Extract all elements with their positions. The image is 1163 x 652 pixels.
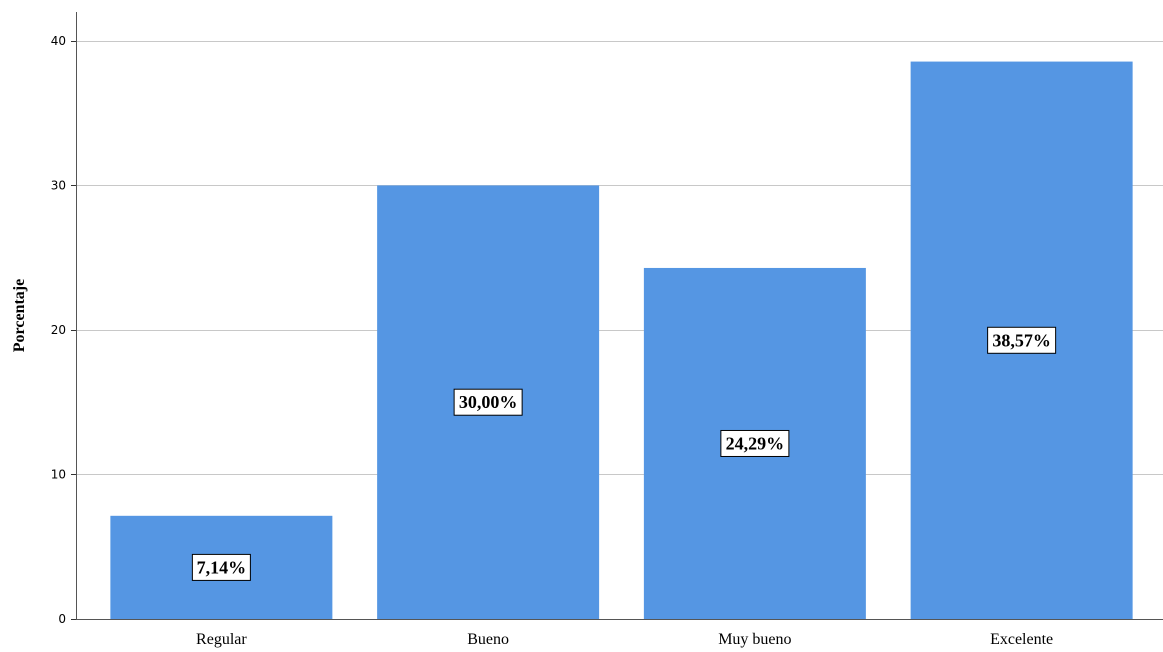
y-tick-label: 40	[51, 34, 66, 48]
x-category-label: Muy bueno	[718, 631, 791, 648]
data-labels: 7,14% 30,00% 24,29% 38,57%	[191, 326, 1057, 581]
y-tick-labels: 0 10 20 30 40	[51, 34, 76, 626]
data-label-text: 7,14%	[197, 557, 247, 577]
y-tick-label: 10	[51, 467, 66, 481]
data-label: 30,00%	[453, 388, 523, 416]
x-category-labels: Regular Bueno Muy bueno Excelente	[196, 631, 1053, 648]
data-label-text: 24,29%	[726, 433, 785, 453]
axes	[76, 12, 1163, 620]
data-label-text: 38,57%	[992, 330, 1051, 350]
x-category-label: Regular	[196, 631, 247, 648]
bars	[110, 61, 1133, 620]
x-category-label: Excelente	[990, 631, 1053, 648]
data-label-box	[987, 326, 1057, 354]
data-label: 24,29%	[720, 429, 790, 457]
x-category-label: Bueno	[467, 631, 509, 648]
y-tick-label: 30	[51, 178, 66, 192]
data-label: 38,57%	[987, 326, 1057, 354]
data-label-text: 30,00%	[459, 392, 518, 412]
data-label-box	[453, 388, 523, 416]
data-label-box	[720, 429, 790, 457]
y-tick-label: 20	[51, 323, 66, 337]
data-label: 7,14%	[191, 553, 251, 581]
data-label-box	[191, 553, 251, 581]
y-tick-label: 0	[58, 612, 66, 626]
y-axis-title: Porcentaje	[11, 279, 28, 352]
